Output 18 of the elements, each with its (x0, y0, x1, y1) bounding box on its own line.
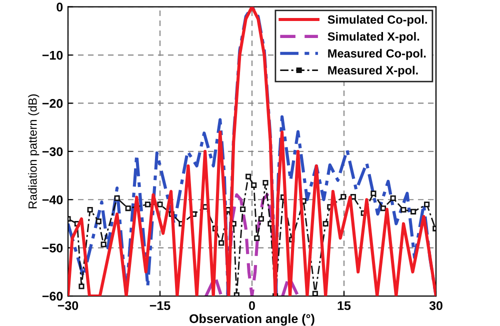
y-tick-label: −40 (42, 195, 63, 204)
y-tick-label: −10 (42, 50, 63, 60)
x-tick-label: 15 (338, 301, 351, 310)
x-axis-title: Observation angle (°) (190, 314, 314, 326)
y-tick-label: −60 (42, 292, 63, 301)
y-tick-label: −30 (42, 147, 63, 156)
y-tick-label: −50 (42, 244, 63, 252)
x-tick-label: 30 (429, 301, 442, 310)
x-tick-label: −15 (150, 301, 170, 310)
y-axis-title: Radiation pattern (dB) (28, 94, 40, 208)
x-tick-label: 0 (249, 301, 255, 310)
legend-label: Simulated Co-pol. (328, 15, 427, 26)
legend-label: Measured Co-pol. (328, 48, 426, 60)
legend-label: Simulated X-pol. (328, 32, 420, 44)
y-tick-label: −20 (42, 99, 63, 108)
legend-label: Measured X-pol. (328, 66, 418, 77)
x-tick-label: −30 (58, 301, 78, 310)
y-tick-label: 0 (56, 2, 63, 12)
